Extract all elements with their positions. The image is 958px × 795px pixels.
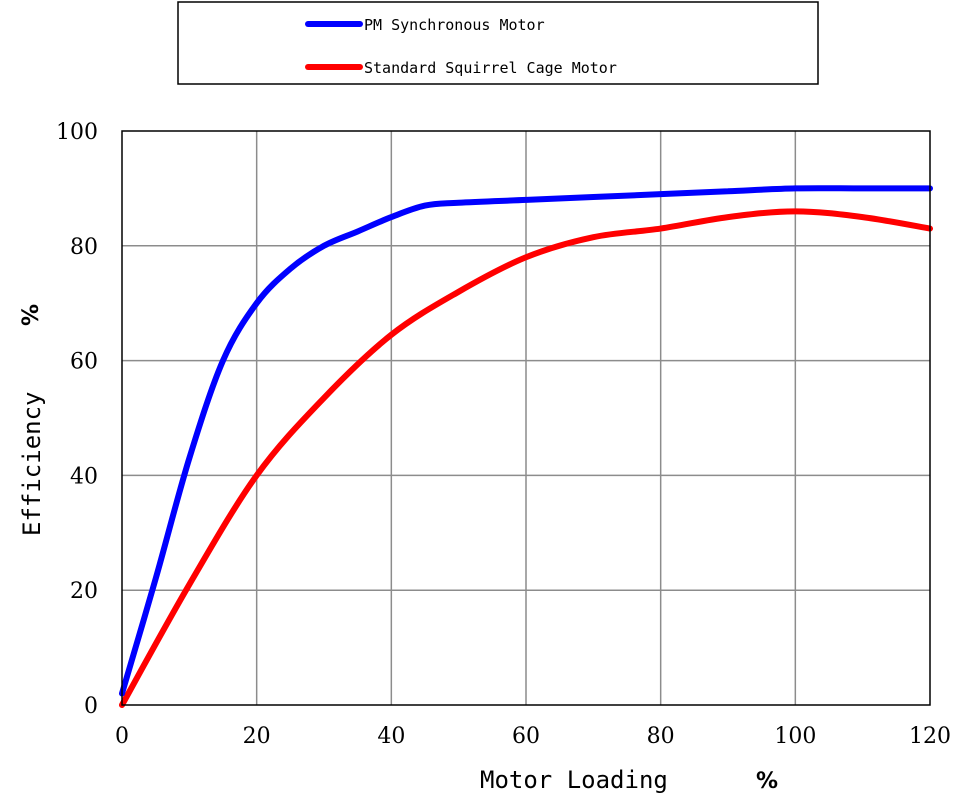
y-tick-labels: 0 20 40 60 80 100 bbox=[56, 120, 98, 719]
y-axis-title: Efficiency bbox=[18, 392, 46, 537]
squirrel-cage-series-line bbox=[119, 208, 933, 708]
x-tick-label: 40 bbox=[377, 724, 405, 749]
y-tick-label: 100 bbox=[56, 120, 98, 145]
y-tick-label: 80 bbox=[70, 235, 98, 260]
y-tick-label: 20 bbox=[70, 579, 98, 604]
x-tick-label: 20 bbox=[243, 724, 271, 749]
series-layer bbox=[119, 185, 933, 708]
legend-box bbox=[177, 1, 819, 85]
legend-label-pm: PM Synchronous Motor bbox=[364, 16, 545, 34]
y-axis-unit: % bbox=[19, 304, 44, 326]
plot-frame bbox=[121, 130, 931, 706]
x-tick-label: 100 bbox=[774, 724, 816, 749]
x-axis-unit: % bbox=[756, 769, 778, 794]
legend: PM Synchronous Motor Standard Squirrel C… bbox=[177, 1, 819, 85]
pm-synchronous-series-line bbox=[119, 185, 933, 697]
legend-label-cage: Standard Squirrel Cage Motor bbox=[364, 59, 617, 77]
x-tick-label: 120 bbox=[909, 724, 951, 749]
grid bbox=[122, 131, 930, 705]
x-axis-title: Motor Loading bbox=[480, 766, 668, 794]
y-tick-label: 60 bbox=[70, 350, 98, 375]
x-tick-label: 0 bbox=[115, 724, 129, 749]
x-tick-label: 60 bbox=[512, 724, 540, 749]
x-tick-label: 80 bbox=[647, 724, 675, 749]
y-tick-label: 0 bbox=[84, 694, 98, 719]
y-tick-label: 40 bbox=[70, 464, 98, 489]
x-tick-labels: 0 20 40 60 80 100 120 bbox=[115, 724, 951, 749]
